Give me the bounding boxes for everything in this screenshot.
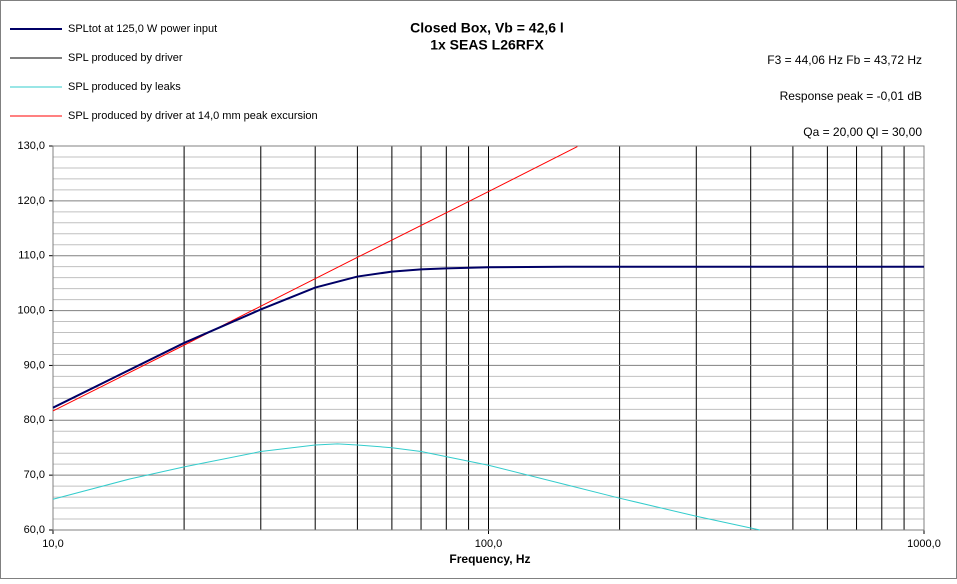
legend-label: SPLtot at 125,0 W power input bbox=[68, 23, 217, 35]
y-tick-label: 70,0 bbox=[24, 469, 45, 481]
y-tick-label: 80,0 bbox=[24, 414, 45, 426]
plot-border bbox=[52, 145, 925, 531]
chart-subtitle: 1x SEAS L26RFX bbox=[430, 37, 544, 53]
legend-label: SPL produced by leaks bbox=[68, 81, 181, 93]
legend-label: SPL produced by driver at 14,0 mm peak e… bbox=[68, 110, 318, 122]
chart-title: Closed Box, Vb = 42,6 l bbox=[410, 20, 564, 36]
y-tick-label: 90,0 bbox=[24, 359, 45, 371]
annotation: Qa = 20,00 Ql = 30,00 bbox=[803, 125, 922, 139]
legend-label: SPL produced by driver bbox=[68, 52, 183, 64]
y-tick-label: 110,0 bbox=[18, 250, 45, 262]
x-tick-label: 1000,0 bbox=[907, 538, 941, 550]
series-line bbox=[52, 146, 578, 412]
series-line bbox=[52, 265, 924, 409]
y-tick-label: 120,0 bbox=[17, 195, 45, 207]
x-tick-label: 100,0 bbox=[475, 538, 503, 550]
annotation: Response peak = -0,01 dB bbox=[780, 89, 922, 103]
x-tick-label: 10,0 bbox=[42, 538, 63, 550]
x-axis-title: Frequency, Hz bbox=[449, 552, 530, 566]
y-tick-label: 130,0 bbox=[17, 140, 45, 152]
y-tick-label: 60,0 bbox=[24, 524, 45, 536]
y-tick-label: 100,0 bbox=[17, 304, 45, 316]
series-line bbox=[52, 443, 761, 531]
annotation: F3 = 44,06 Hz Fb = 43,72 Hz bbox=[767, 53, 922, 67]
